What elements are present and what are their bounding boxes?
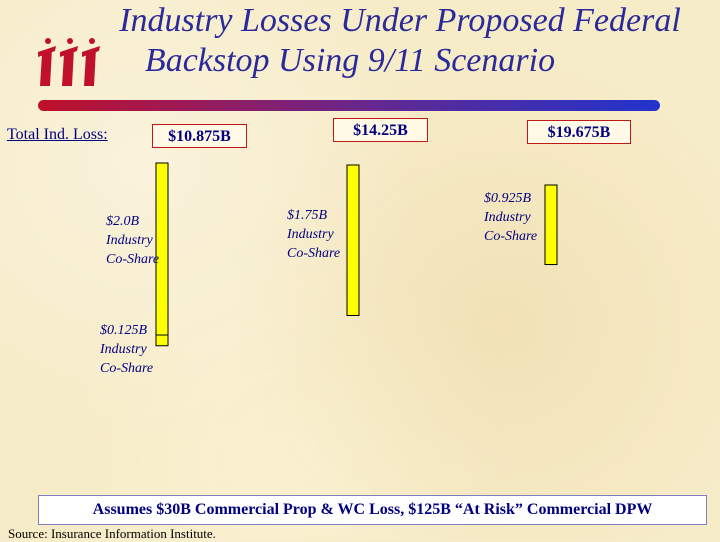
segment-sub1: Industry [484, 210, 531, 225]
segment-sub2: Co-Share [100, 361, 154, 376]
total-loss-label: Total Ind. Loss: [7, 126, 108, 143]
segment-value: $0.125B [100, 323, 148, 338]
segment-label-s1-b: $0.125B Industry Co-Share [100, 321, 153, 378]
chart-title-line-1: Industry Losses Under Proposed Federal [119, 2, 681, 39]
assumptions-note: Assumes $30B Commercial Prop & WC Loss, … [38, 495, 707, 525]
segment-label-s1-a: $2.0B Industry Co-Share [106, 212, 159, 269]
segment-sub1: Industry [106, 233, 153, 248]
segment-value: $1.75B [287, 208, 328, 223]
segment-value: $2.0B [106, 214, 140, 229]
co-share-bar-s1-2 [155, 334, 169, 347]
total-loss-box-1: $10.875B [152, 124, 247, 148]
segment-label-s2: $1.75B Industry Co-Share [287, 206, 340, 263]
total-loss-box-2: $14.25B [333, 118, 428, 142]
iii-logo-icon [38, 38, 100, 86]
co-share-bar-s3-1 [544, 184, 558, 266]
segment-label-s3: $0.925B Industry Co-Share [484, 189, 537, 246]
segment-sub1: Industry [100, 342, 147, 357]
segment-sub2: Co-Share [106, 252, 160, 267]
segment-sub2: Co-Share [287, 246, 341, 261]
segment-sub2: Co-Share [484, 229, 538, 244]
chart-title-line-2: Backstop Using 9/11 Scenario [144, 42, 556, 79]
source-note: Source: Insurance Information Institute. [8, 526, 216, 541]
segment-value: $0.925B [484, 191, 532, 206]
co-share-bar-s2-1 [346, 164, 360, 316]
segment-sub1: Industry [287, 227, 334, 242]
total-loss-box-3: $19.675B [527, 120, 631, 144]
title-divider [38, 100, 660, 111]
